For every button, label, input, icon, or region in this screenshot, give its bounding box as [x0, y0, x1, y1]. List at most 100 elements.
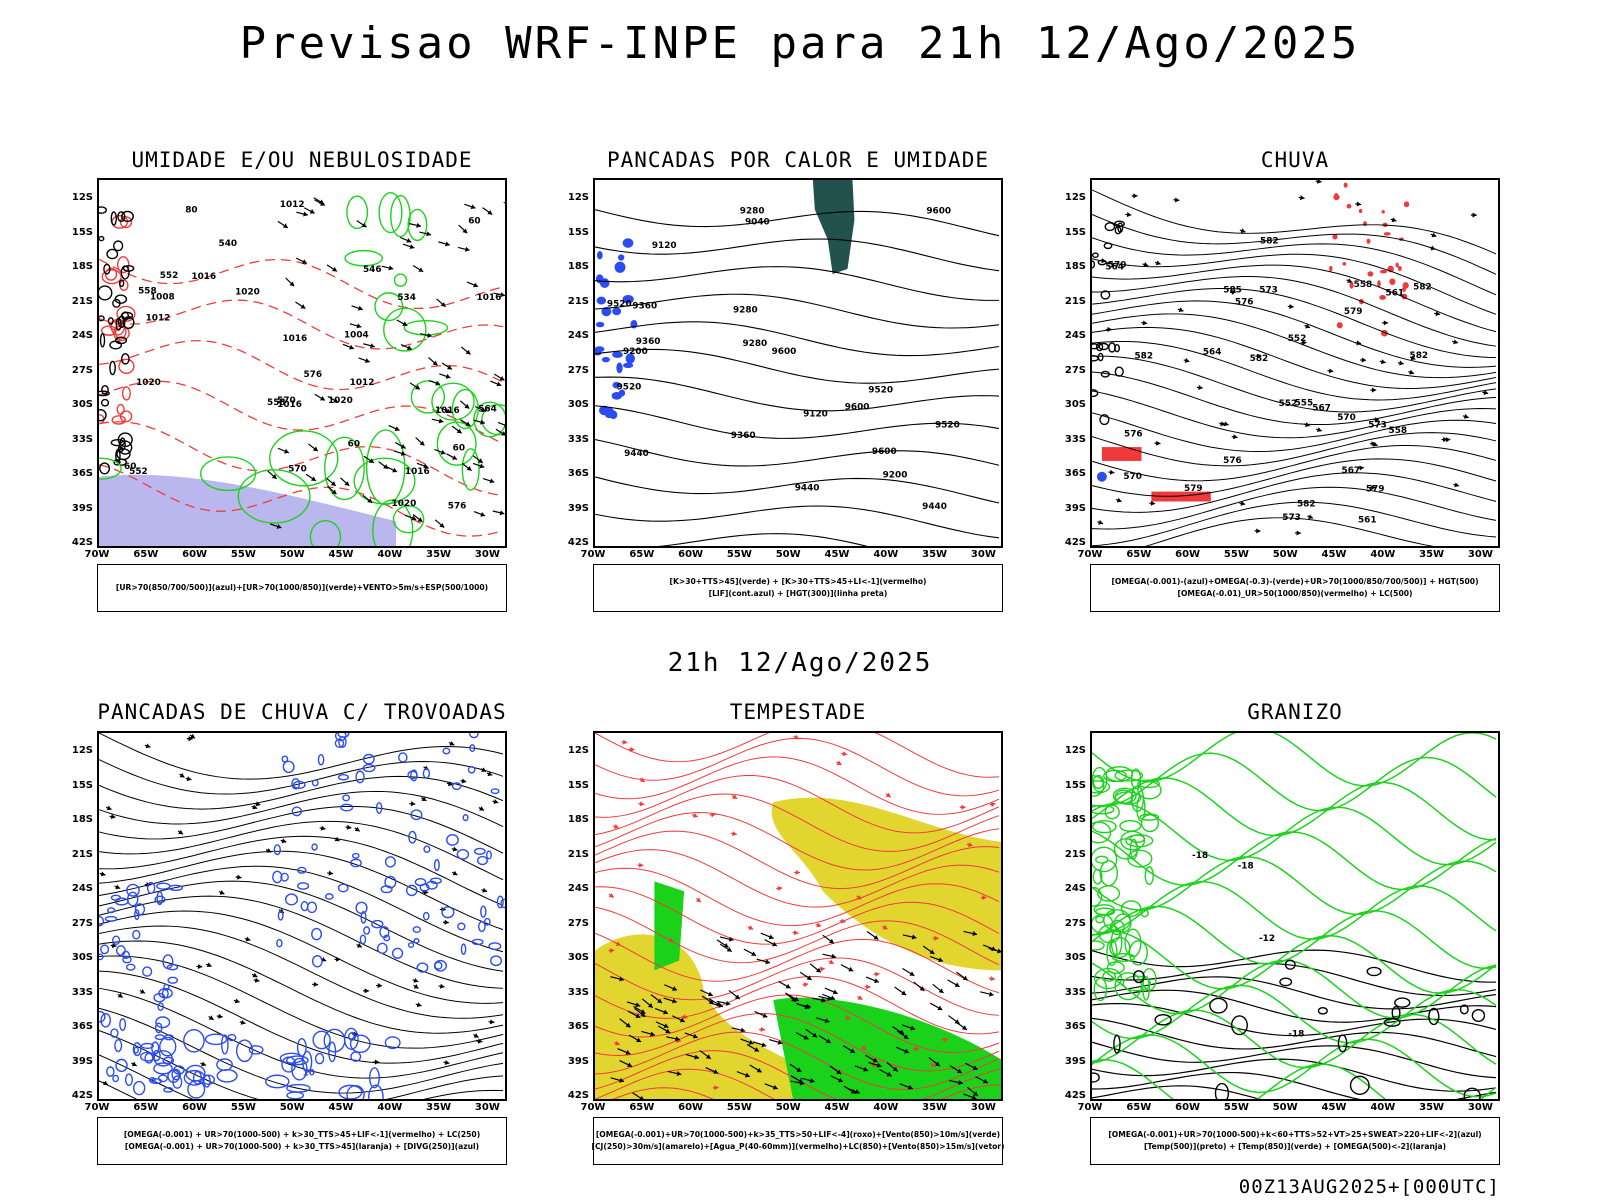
- humidity-contour: [269, 430, 339, 487]
- divergence-contour: [446, 834, 459, 846]
- wind-vector-head: [445, 373, 451, 379]
- divergence-contour: [408, 830, 417, 844]
- streamline-arrow-head: [1223, 421, 1229, 427]
- wind-vector-head: [435, 380, 441, 386]
- contour-label: 582: [1410, 351, 1429, 361]
- temp-500-blob: [1337, 1034, 1348, 1053]
- streamline-arrow-head: [1184, 357, 1190, 363]
- height-contour: [595, 505, 1000, 539]
- wind-vector-head: [283, 448, 289, 454]
- divergence-contour: [112, 1074, 120, 1083]
- temp-500-blob: [1428, 1007, 1440, 1026]
- contour-label: 582: [1413, 282, 1432, 292]
- streamline-arrow-head: [1231, 289, 1236, 295]
- lifted-index-dot: [601, 306, 612, 317]
- temp-850-contour: [1092, 880, 1497, 940]
- streamline-arrow-head: [413, 977, 419, 983]
- height-contour: [595, 293, 1000, 329]
- latitude-tick: 21S: [1064, 848, 1086, 860]
- humidity-contour: [374, 292, 404, 322]
- streamline-arrow-head: [1116, 497, 1122, 503]
- wind-vector-head: [812, 1032, 818, 1038]
- latitude-tick: 42S: [1064, 1090, 1086, 1101]
- wind-vector-head: [312, 446, 318, 452]
- temp-850-contour: [1093, 977, 1108, 1002]
- wind-vector-head: [479, 463, 485, 469]
- panel-title: TEMPESTADE: [729, 700, 867, 724]
- longitude-tick: 45W: [328, 549, 354, 560]
- wind-vector-head: [657, 998, 663, 1003]
- thickness-blob: [111, 415, 126, 425]
- divergence-contour: [405, 884, 418, 897]
- contour-label: 570: [1108, 260, 1127, 270]
- streamline-arrow-head: [990, 976, 995, 982]
- contour-label: 582: [1297, 499, 1316, 509]
- contour-label: 1012: [280, 200, 305, 210]
- streamline-arrow-head: [836, 760, 842, 766]
- streamline-red: [595, 886, 1000, 945]
- latitude-tick: 33S: [71, 986, 93, 998]
- divergence-contour: [152, 1050, 161, 1062]
- streamline-arrow-head: [1409, 369, 1414, 375]
- divergence-contour: [132, 1042, 142, 1057]
- wind-vector-head: [465, 349, 471, 355]
- wind-vector-head: [417, 517, 423, 522]
- latitude-tick: 12S: [567, 192, 589, 203]
- streamline-arrow-head: [416, 1002, 422, 1008]
- lifted-index-dot: [611, 391, 623, 400]
- rain-cell-outline: [1092, 343, 1100, 350]
- panel-title: CHUVA: [1260, 148, 1330, 172]
- contour-label: -18: [1192, 851, 1208, 861]
- divergence-contour: [154, 895, 166, 904]
- longitude-tick: 55W: [230, 549, 256, 560]
- divergence-contour: [280, 872, 289, 882]
- streamline-arrow-head: [795, 869, 800, 876]
- wind-vector-head: [330, 481, 336, 486]
- streamline-red: [595, 849, 1000, 908]
- divergence-contour: [183, 1029, 205, 1053]
- divergence-contour: [133, 1046, 139, 1054]
- divergence-contour: [134, 903, 146, 916]
- humidity-contour: [372, 499, 414, 546]
- streamline-arrow-head: [106, 805, 112, 811]
- latitude-tick: 33S: [1064, 986, 1086, 998]
- streamline-arrow-head: [1150, 500, 1156, 506]
- streamline-arrow-head: [255, 801, 261, 807]
- pressure-blob: [103, 263, 111, 275]
- temp-500-blob: [1471, 1008, 1486, 1023]
- divergence-contour: [337, 883, 349, 893]
- latitude-tick: 15S: [71, 779, 93, 791]
- divergence-contour: [350, 858, 362, 868]
- latitude-tick: 18S: [71, 261, 93, 272]
- divergence-contour: [202, 1074, 216, 1086]
- divergence-contour: [422, 768, 431, 779]
- divergence-contour: [340, 803, 354, 812]
- temp-500-blob: [1132, 970, 1145, 984]
- streamline-arrow-head: [1219, 421, 1225, 426]
- longitude-tick: 40W: [377, 1102, 403, 1113]
- divergence-contour: [163, 1086, 174, 1093]
- streamline-arrow-head: [110, 814, 116, 820]
- streamline-arrow-head: [353, 1031, 358, 1037]
- wind-vector-head: [971, 1094, 977, 1099]
- divergence-contour: [286, 1055, 309, 1066]
- wind-vector-head: [708, 999, 714, 1004]
- rain-cell: [1402, 282, 1409, 289]
- divergence-contour: [156, 882, 171, 890]
- divergence-contour: [284, 893, 299, 906]
- latitude-tick: 12S: [71, 192, 93, 203]
- legend-line: [LIF](cont.azul) + [HGT(300)](linha pret…: [708, 589, 888, 598]
- contour-label: 9200: [883, 470, 908, 480]
- wind-vector-head: [625, 1022, 631, 1028]
- longitude-tick: 60W: [678, 1102, 704, 1113]
- latitude-tick: 36S: [1064, 1021, 1086, 1032]
- map-panel: 1012 1012 1016 1016 1020 1020 1016 1016 1020 1016…: [97, 178, 507, 548]
- map-svg: 1012 1012 1016 1016 1020 1020 1016 1016 1020 1016…: [99, 192, 505, 546]
- latitude-tick: 33S: [1064, 433, 1086, 445]
- divergence-contour: [100, 1012, 111, 1028]
- wind-vector-head: [445, 408, 451, 414]
- divergence-contour: [351, 852, 360, 859]
- contour-label: 9520: [607, 300, 632, 310]
- streamline-arrow-head: [281, 838, 287, 844]
- wind-vector-head: [465, 421, 471, 426]
